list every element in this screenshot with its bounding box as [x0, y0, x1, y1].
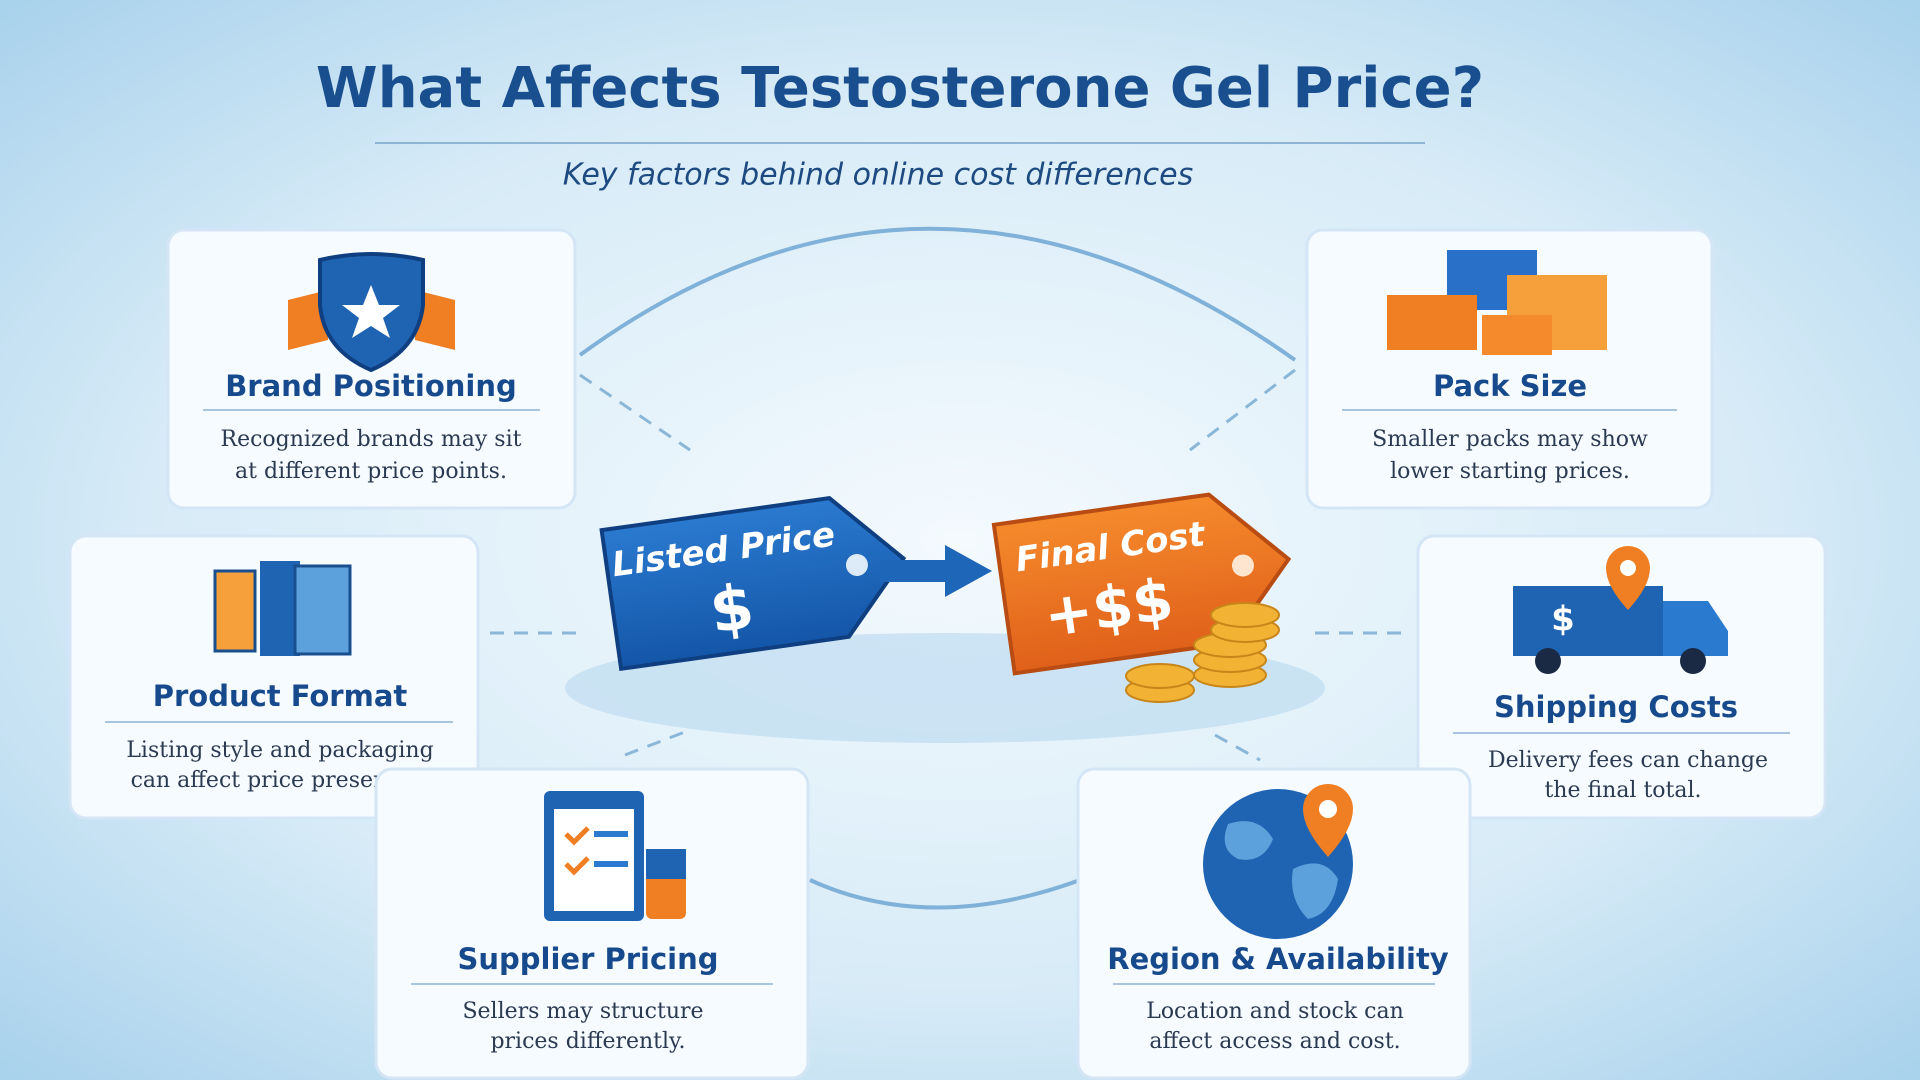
center-shadow [565, 633, 1325, 743]
card-text: at different price points. [235, 459, 507, 484]
card: Pack Size Smaller packs may show lower s… [1305, 228, 1714, 510]
coins [1125, 602, 1280, 703]
svg-text:$: $ [1551, 600, 1575, 640]
center-ring [578, 226, 1297, 910]
card: $ Shipping Costs Delivery fees can chang… [1416, 534, 1827, 820]
card-title: Shipping Costs [1494, 690, 1738, 724]
card-text: Location and stock can [1146, 999, 1404, 1024]
card-title: Product Format [153, 679, 408, 713]
card-title: Region & Availability [1107, 942, 1449, 976]
card: Supplier Pricing Sellers may structure p… [374, 767, 810, 1080]
card-text: lower starting prices. [1390, 459, 1630, 484]
card-text: affect access and cost. [1149, 1029, 1400, 1054]
card-title: Supplier Pricing [457, 942, 718, 976]
card-text: Delivery fees can change [1488, 748, 1768, 773]
card-text: Listing style and packaging [126, 738, 433, 763]
card-text: the final total. [1544, 778, 1701, 803]
title: What Affects Testosterone Gel Price? [316, 56, 1484, 121]
connectors [490, 368, 1410, 762]
card-text: prices differently. [490, 1029, 685, 1054]
subtitle: Key factors behind online cost differenc… [563, 158, 1194, 193]
card-text: Recognized brands may sit [221, 427, 522, 452]
listed-symbol: $ [705, 569, 758, 647]
arrow [880, 545, 992, 597]
card: Product Format Listing style and packagi… [68, 534, 480, 820]
card-title: Brand Positioning [225, 369, 517, 403]
listed-tag: Listed Price $ [599, 496, 907, 672]
card-text: Smaller packs may show [1372, 427, 1648, 452]
card: Brand Positioning Recognized brands may … [166, 228, 577, 510]
card-title: Pack Size [1433, 369, 1587, 403]
card: Region & Availability Location and stock… [1076, 767, 1472, 1080]
card-text: Sellers may structure [462, 999, 703, 1024]
